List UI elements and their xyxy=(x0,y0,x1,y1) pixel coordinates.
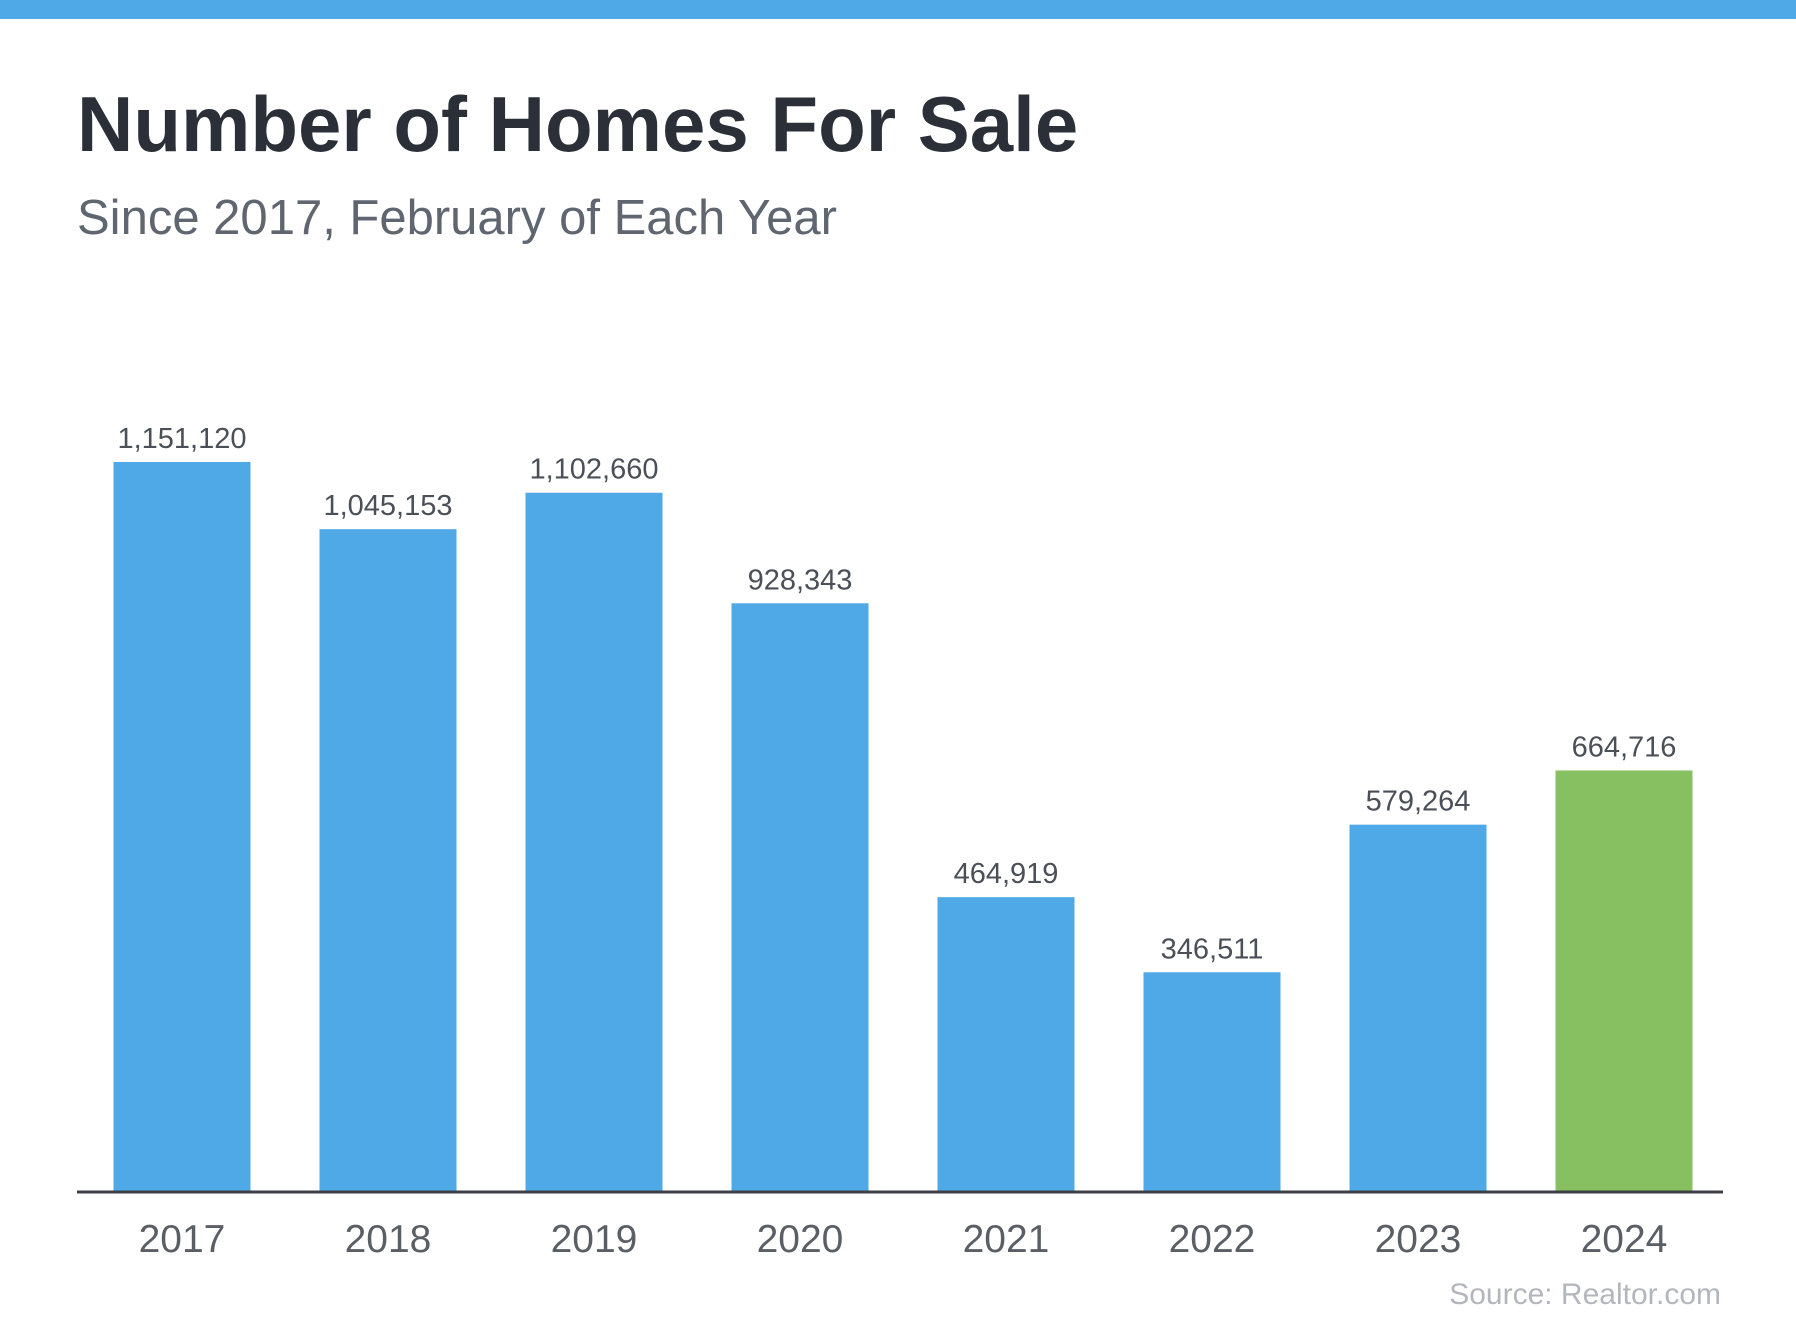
x-tick-label-2018: 2018 xyxy=(345,1218,432,1261)
bar-2018 xyxy=(319,529,457,1192)
x-tick-label-2024: 2024 xyxy=(1581,1218,1668,1261)
x-tick-label-2017: 2017 xyxy=(139,1218,226,1261)
value-label-2018: 1,045,153 xyxy=(323,490,452,522)
value-label-2023: 579,264 xyxy=(1366,786,1471,818)
x-tick-label-2021: 2021 xyxy=(963,1218,1050,1261)
bar-2023 xyxy=(1349,824,1487,1192)
bar-2017 xyxy=(113,462,251,1192)
bar-2021 xyxy=(937,897,1075,1192)
x-tick-label-2022: 2022 xyxy=(1169,1218,1256,1261)
x-tick-label-2023: 2023 xyxy=(1375,1218,1462,1261)
top-accent-bar xyxy=(0,0,1796,19)
value-label-2017: 1,151,120 xyxy=(117,423,246,455)
value-label-2020: 928,343 xyxy=(748,564,853,596)
bar-2020 xyxy=(731,603,869,1192)
value-label-2019: 1,102,660 xyxy=(529,454,658,486)
bar-2024 xyxy=(1555,770,1693,1192)
source-note: Source: Realtor.com xyxy=(1449,1278,1721,1311)
value-label-2022: 346,511 xyxy=(1161,933,1264,965)
chart-subtitle: Since 2017, February of Each Year xyxy=(77,191,838,245)
value-label-2021: 464,919 xyxy=(954,858,1059,890)
bar-2019 xyxy=(525,492,663,1192)
x-tick-label-2019: 2019 xyxy=(551,1218,638,1261)
value-label-2024: 664,716 xyxy=(1572,731,1677,763)
x-tick-label-2020: 2020 xyxy=(757,1218,844,1261)
bar-2022 xyxy=(1143,972,1281,1192)
chart-title: Number of Homes For Sale xyxy=(77,80,1079,168)
